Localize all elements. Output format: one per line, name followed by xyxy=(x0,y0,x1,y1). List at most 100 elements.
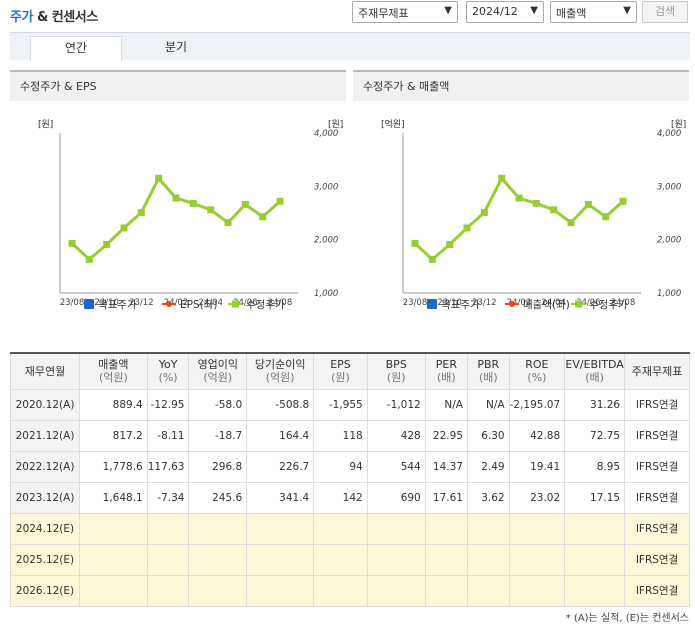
right-unit-label: [원] xyxy=(328,119,343,130)
statement-type-value: 주재무제표 xyxy=(358,7,409,20)
y-tick-label: 4,000 xyxy=(314,129,338,139)
table-row: 2026.12(E) IFRS연결 xyxy=(9,574,690,607)
column-header-unit: (배) xyxy=(437,371,456,385)
column-header-label: BPS xyxy=(385,358,407,372)
table-cell: 1,778.6 xyxy=(79,450,148,483)
price-point xyxy=(532,199,540,207)
column-header: BPS (원) xyxy=(366,352,426,390)
chevron-down-icon: ▼ xyxy=(623,5,631,16)
legend-label: EPS(좌) xyxy=(180,299,217,311)
table-cell xyxy=(424,574,468,607)
financial-table: 재무연월 매출액 (억원) YoY (%) 영업이익 (억원) 당기순이익 (억원) EPS (원)… xyxy=(9,352,690,607)
price-point xyxy=(567,219,575,227)
table-cell xyxy=(508,543,566,576)
legend-label: 목표주가 xyxy=(441,299,480,311)
legend-label: 매출액(좌) xyxy=(523,299,570,311)
table-cell xyxy=(508,512,566,545)
column-header: 주재무제표 xyxy=(624,352,690,390)
column-header-unit: (억원) xyxy=(265,371,295,385)
row-label: 2026.12(E) xyxy=(9,574,81,607)
table-cell: -58.0 xyxy=(188,388,248,421)
column-header: 매출액 (억원) xyxy=(79,352,148,390)
table-row: 2021.12(A) 817.2 -8.11 -18.7 164.4 118 428 22.9… xyxy=(9,419,690,452)
table-cell xyxy=(366,512,426,545)
search-button[interactable]: 검색 xyxy=(642,1,688,23)
tab-annual[interactable]: 연간 xyxy=(30,36,122,61)
chevron-down-icon: ▼ xyxy=(530,5,538,16)
column-header-unit: (억원) xyxy=(98,371,128,385)
price-point xyxy=(584,200,592,208)
column-header: EV/EBITDA (배) xyxy=(564,352,626,390)
table-cell: 428 xyxy=(366,419,426,452)
chart-eps: [원] [원] 4,000 3,000 2,000 1,000 23/08 23/10 23/1… xyxy=(10,101,346,328)
price-point xyxy=(480,208,488,216)
column-header: 재무연월 xyxy=(9,352,81,390)
table-cell xyxy=(424,543,468,576)
left-unit-label: [원] xyxy=(38,119,53,130)
statement-type-cell: IFRS연결 xyxy=(624,388,690,421)
price-point xyxy=(428,255,436,263)
table-cell xyxy=(146,574,190,607)
x-tick-label: 24/08 xyxy=(268,298,293,308)
period-value: 2024/12 xyxy=(472,5,518,18)
period-tabs: 연간 분기 xyxy=(10,32,690,61)
statement-type-select[interactable]: 주재무제표 ▼ xyxy=(352,1,458,23)
table-cell xyxy=(188,512,248,545)
chart-panel-sales: 수정주가 & 매출액 [억원] [원] 4,000 3,000 2,000 1,000 23… xyxy=(353,70,689,328)
x-tick-label: 24/04 xyxy=(198,298,223,308)
table-cell xyxy=(246,543,315,576)
table-cell: 690 xyxy=(366,481,426,514)
column-header-unit: (원) xyxy=(331,371,350,385)
table-row: 2022.12(A) 1,778.6 117.63 296.8 226.7 94 544 14… xyxy=(9,450,690,483)
table-cell xyxy=(508,574,566,607)
title-main: 주가 xyxy=(10,10,33,25)
table-cell: -2,195.07 xyxy=(508,388,566,421)
column-header-label: YoY xyxy=(158,358,178,372)
column-header-unit: (%) xyxy=(158,371,178,385)
table-cell: -7.34 xyxy=(146,481,190,514)
column-header-unit: (%) xyxy=(527,371,547,385)
table-cell: -508.8 xyxy=(246,388,315,421)
column-header-unit: (배) xyxy=(585,371,604,385)
price-point xyxy=(602,213,610,221)
x-tick-label: 23/08 xyxy=(60,298,85,308)
row-label: 2022.12(A) xyxy=(9,450,81,483)
y-tick-label: 4,000 xyxy=(657,129,681,139)
table-cell xyxy=(313,543,368,576)
row-label: 2024.12(E) xyxy=(9,512,81,545)
right-unit-label: [원] xyxy=(671,119,686,130)
metric-select[interactable]: 매출액 ▼ xyxy=(550,1,637,23)
statement-type-cell: IFRS연결 xyxy=(624,512,690,545)
column-header-label: EPS xyxy=(330,358,351,372)
y-tick-label: 1,000 xyxy=(314,289,338,299)
table-cell: 22.95 xyxy=(424,419,468,452)
x-tick-label: 24/04 xyxy=(541,298,566,308)
table-header-row: 재무연월 매출액 (억원) YoY (%) 영업이익 (억원) 당기순이익 (억원) EPS (원)… xyxy=(9,352,690,390)
tab-quarterly[interactable]: 분기 xyxy=(164,40,188,54)
table-cell xyxy=(313,512,368,545)
price-point xyxy=(68,239,76,247)
table-cell: 2.49 xyxy=(466,450,510,483)
statement-type-cell: IFRS연결 xyxy=(624,450,690,483)
table-cell xyxy=(466,543,510,576)
table-cell xyxy=(466,512,510,545)
chevron-down-icon: ▼ xyxy=(444,5,452,16)
table-cell: 544 xyxy=(366,450,426,483)
column-header: PER (배) xyxy=(424,352,468,390)
period-select[interactable]: 2024/12 ▼ xyxy=(466,1,544,23)
metric-value: 매출액 xyxy=(556,7,587,20)
column-header: EPS (원) xyxy=(313,352,368,390)
table-cell: 94 xyxy=(313,450,368,483)
column-header: PBR (배) xyxy=(466,352,510,390)
table-cell: -18.7 xyxy=(188,419,248,452)
table-cell: 341.4 xyxy=(246,481,315,514)
row-label: 2020.12(A) xyxy=(9,388,81,421)
legend-swatch-square xyxy=(232,300,239,308)
column-header-label: PBR xyxy=(477,358,500,372)
price-point xyxy=(137,208,145,216)
column-header-label: 당기순이익 xyxy=(254,358,306,372)
price-point xyxy=(189,199,197,207)
table-cell xyxy=(366,574,426,607)
column-header: ROE (%) xyxy=(508,352,566,390)
